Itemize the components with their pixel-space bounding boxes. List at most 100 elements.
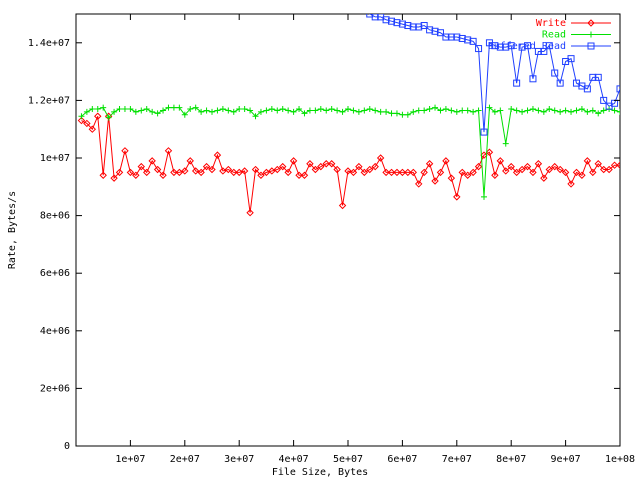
marker <box>213 151 222 159</box>
marker <box>115 168 124 177</box>
marker <box>285 107 292 114</box>
legend-label: Buffered Read <box>488 41 566 52</box>
marker <box>240 167 249 175</box>
marker <box>436 168 445 177</box>
marker <box>480 128 488 136</box>
marker <box>404 111 411 118</box>
marker <box>257 108 264 115</box>
x-tick-label: 6e+07 <box>387 454 417 465</box>
marker <box>535 107 542 114</box>
marker <box>241 106 248 113</box>
marker <box>519 108 526 115</box>
marker <box>372 107 379 114</box>
marker <box>587 42 595 50</box>
marker <box>198 108 205 115</box>
x-tick-label: 4e+07 <box>279 454 309 465</box>
marker <box>589 73 597 81</box>
marker <box>545 42 553 50</box>
y-tick-label: 8e+06 <box>40 211 70 222</box>
y-tick-label: 6e+06 <box>40 268 70 279</box>
marker <box>361 107 368 114</box>
marker <box>148 157 156 165</box>
marker <box>300 171 309 179</box>
marker <box>491 171 499 179</box>
marker <box>186 157 194 165</box>
marker <box>436 29 444 37</box>
marker <box>567 55 575 63</box>
marker <box>502 43 510 51</box>
marker <box>274 107 281 114</box>
marker <box>382 168 390 177</box>
marker <box>610 161 619 169</box>
x-axis-label: File Size, Bytes <box>272 467 368 478</box>
marker <box>143 106 150 113</box>
marker <box>600 107 607 114</box>
marker <box>311 165 320 174</box>
marker <box>578 171 586 179</box>
marker <box>89 106 96 113</box>
marker <box>94 106 101 113</box>
marker <box>170 104 177 111</box>
marker <box>176 104 183 111</box>
x-tick-label: 3e+07 <box>224 454 254 465</box>
marker <box>323 107 330 114</box>
marker <box>377 108 384 115</box>
marker <box>551 162 559 171</box>
marker <box>110 174 118 182</box>
marker <box>534 160 543 168</box>
marker <box>219 106 226 113</box>
marker <box>361 5 367 11</box>
marker <box>393 168 401 177</box>
marker <box>247 107 254 114</box>
marker <box>453 193 461 201</box>
marker <box>432 104 439 111</box>
y-axis-label: Rate, Bytes/s <box>7 191 18 269</box>
marker <box>187 106 194 113</box>
marker <box>252 113 259 120</box>
marker <box>366 14 374 18</box>
marker <box>404 168 412 177</box>
marker <box>388 110 395 117</box>
marker <box>268 167 276 175</box>
x-tick-label: 8e+07 <box>496 454 526 465</box>
marker <box>191 167 200 175</box>
plot-frame <box>75 13 621 447</box>
marker <box>588 31 594 38</box>
marker <box>459 107 466 114</box>
marker <box>437 107 444 114</box>
marker <box>192 104 199 111</box>
marker <box>420 22 428 30</box>
marker <box>507 162 515 171</box>
marker <box>540 174 548 182</box>
marker <box>469 37 477 45</box>
marker <box>306 107 313 114</box>
marker <box>88 125 97 133</box>
marker <box>317 162 325 171</box>
marker <box>355 162 363 171</box>
marker <box>295 171 303 179</box>
marker <box>485 148 494 156</box>
marker <box>290 108 297 115</box>
marker <box>458 34 466 42</box>
marker <box>83 108 90 115</box>
y-tick-label: 0 <box>64 441 70 452</box>
marker <box>502 140 509 147</box>
marker <box>376 154 385 162</box>
marker <box>458 168 466 177</box>
marker <box>448 107 455 114</box>
marker <box>420 168 428 177</box>
marker <box>105 114 112 121</box>
marker <box>463 171 472 179</box>
legend-label: Write <box>536 18 566 29</box>
marker <box>398 168 407 177</box>
marker <box>224 165 233 174</box>
marker <box>508 106 515 113</box>
marker <box>481 193 487 200</box>
marker <box>409 168 417 177</box>
y-tick-label: 1e+07 <box>40 153 70 164</box>
marker <box>529 106 536 113</box>
series-line <box>81 116 620 213</box>
marker <box>491 108 498 115</box>
marker <box>611 107 618 114</box>
marker <box>496 43 504 51</box>
